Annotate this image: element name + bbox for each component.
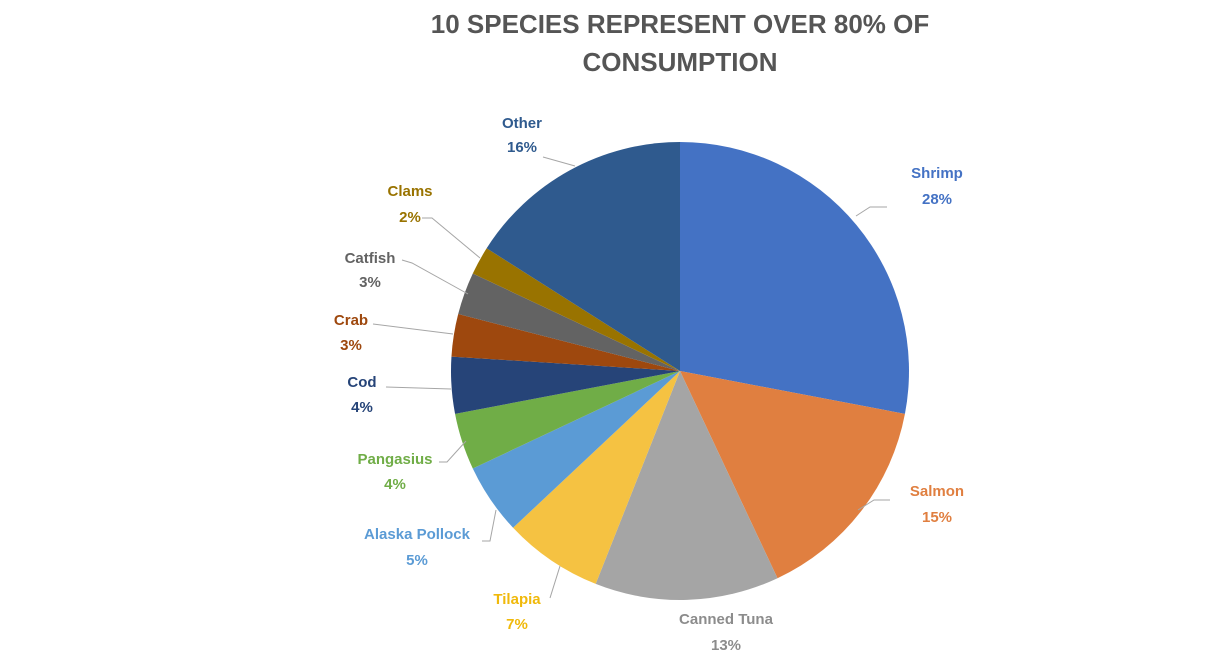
label-pct-alaska-pollock: 5% — [406, 552, 428, 569]
chart-title-line-2: CONSUMPTION — [583, 47, 778, 77]
label-pct-pangasius: 4% — [384, 476, 406, 493]
pie-slice-crab — [451, 314, 680, 371]
leader-line-salmon — [857, 499, 890, 511]
label-pct-cod: 4% — [351, 399, 373, 416]
leader-line-pangasius — [439, 440, 467, 463]
pie-slice-salmon — [680, 371, 905, 579]
pie-slice-other — [486, 142, 680, 371]
label-pct-other: 16% — [507, 139, 537, 156]
leader-line-clams — [422, 217, 481, 259]
pie-slice-catfish — [458, 273, 680, 371]
label-pct-salmon: 15% — [922, 509, 952, 526]
label-name-other: Other — [502, 115, 542, 132]
label-pct-tilapia: 7% — [506, 616, 528, 633]
leader-line-cod — [385, 386, 452, 390]
pie-slice-shrimp — [680, 142, 909, 414]
label-name-salmon: Salmon — [910, 483, 964, 500]
leader-lines — [372, 156, 890, 599]
slice-labels: Shrimp 28% Salmon 15% Canned Tuna 13% Tilapia 7… — [334, 115, 964, 654]
pie-slice-cod — [450, 356, 680, 414]
label-name-clams: Clams — [387, 183, 432, 200]
pie-slice-tilapia — [513, 371, 680, 584]
leader-line-catfish — [401, 259, 469, 295]
label-name-pangasius: Pangasius — [357, 451, 432, 468]
label-name-shrimp: Shrimp — [911, 165, 963, 182]
pie-slice-pangasius — [455, 371, 680, 469]
label-pct-crab: 3% — [340, 337, 362, 354]
leader-line-tilapia — [549, 565, 561, 599]
label-pct-clams: 2% — [399, 209, 421, 226]
leader-line-other — [542, 156, 576, 167]
label-name-crab: Crab — [334, 312, 368, 329]
leader-line-crab — [372, 323, 454, 335]
label-pct-shrimp: 28% — [922, 191, 952, 208]
label-name-catfish: Catfish — [345, 250, 396, 267]
label-name-canned-tuna: Canned Tuna — [679, 611, 774, 628]
pie-slices — [450, 142, 909, 601]
leader-line-shrimp — [855, 206, 887, 217]
pie-slice-alaska-pollock — [472, 371, 680, 528]
leader-line-alaska-pollock — [482, 509, 497, 542]
label-name-tilapia: Tilapia — [493, 591, 541, 608]
pie-slice-canned-tuna — [595, 371, 778, 601]
label-name-alaska-pollock: Alaska Pollock — [364, 526, 471, 543]
chart-title-line-1: 10 SPECIES REPRESENT OVER 80% OF — [431, 9, 930, 39]
pie-slice-clams — [472, 248, 680, 371]
label-pct-canned-tuna: 13% — [711, 637, 741, 654]
label-name-cod: Cod — [347, 374, 376, 391]
label-pct-catfish: 3% — [359, 274, 381, 291]
